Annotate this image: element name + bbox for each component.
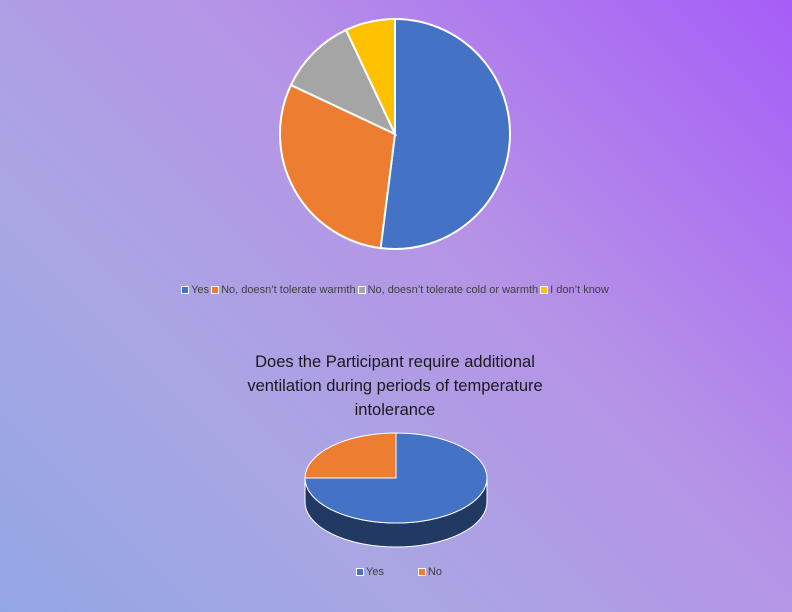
legend-swatch: [417, 568, 426, 576]
legend-swatch: [211, 286, 220, 294]
pie-slice-no-doesn-t-tolerate-cold-or-warmth: [289, 28, 398, 137]
pie-slice-no-doesn-t-tolerate-warmth: [279, 83, 397, 250]
legend-item-no-doesn-t-tolerate-warmth: No, doesn’t tolerate warmth: [211, 284, 356, 296]
legend-item-no-doesn-t-tolerate-cold-or-warmth: No, doesn’t tolerate cold or warmth: [357, 284, 539, 296]
legend-label: I don’t know: [550, 284, 609, 296]
pie-chart-1-legend: Yes No, doesn’t tolerate warmth No, doesn’…: [0, 284, 792, 296]
legend-label: Yes: [191, 284, 210, 296]
legend-label: No, doesn’t tolerate cold or warmth: [367, 284, 539, 296]
legend-item-yes: Yes: [356, 566, 384, 578]
pie-chart-2-legend: Yes No: [356, 566, 476, 578]
legend-item-i-don-t-know: I don’t know: [540, 284, 609, 296]
legend-swatch: [357, 286, 366, 294]
legend-swatch: [356, 568, 364, 576]
legend-item-no: No: [417, 566, 443, 578]
legend-label: No, doesn’t tolerate warmth: [221, 284, 356, 296]
pie-slice-yes: [379, 17, 511, 250]
chart-2-title: Does the Participant require additional …: [247, 353, 543, 419]
legend-label: Yes: [366, 566, 384, 578]
pie-chart-3d-ventilation: [304, 432, 488, 548]
pie-slice-i-don-t-know: [344, 17, 396, 135]
pie-chart-temperature-tolerance: [279, 17, 511, 250]
pie-slice-no: [304, 432, 397, 479]
legend-swatch: [181, 286, 190, 294]
legend-label: No: [427, 566, 443, 578]
legend-swatch: [540, 286, 549, 294]
legend-item-yes: Yes: [181, 284, 209, 296]
